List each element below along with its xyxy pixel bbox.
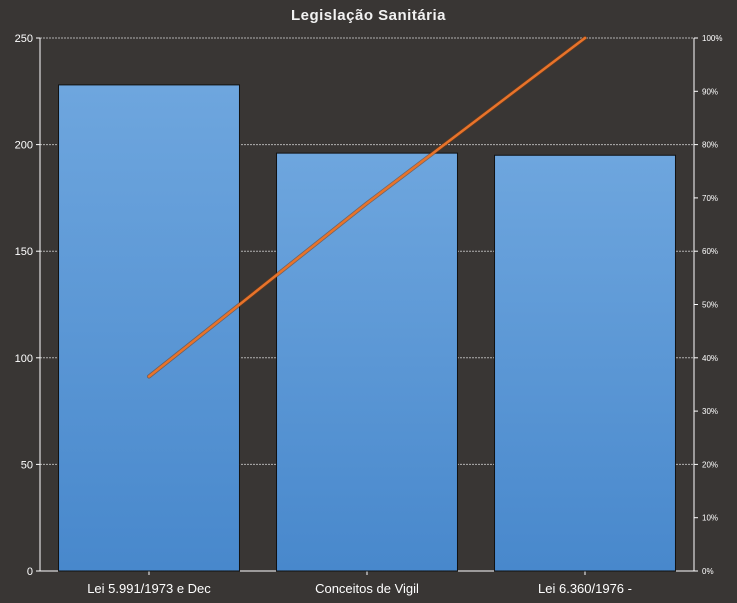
y2-tick-label: 100%	[702, 34, 722, 43]
x-tick-label: Lei 6.360/1976 -	[538, 581, 632, 596]
cumulative-line	[147, 36, 587, 378]
y-tick-label: 200	[15, 140, 33, 152]
y2-tick-label: 80%	[702, 141, 718, 150]
y2-tick-label: 50%	[702, 301, 718, 310]
cumulative-line-series	[147, 36, 587, 379]
y2-tick-label: 20%	[702, 460, 718, 469]
y-tick-label: 50	[21, 459, 33, 471]
y-tick-label: 250	[15, 33, 33, 45]
bar	[494, 154, 676, 572]
y2-tick-label: 10%	[702, 514, 718, 523]
y2-tick-label: 40%	[702, 354, 718, 363]
x-tick-label: Conceitos de Vigil	[315, 581, 419, 596]
tick-labels: 0 50 100 150 200 250 0% 10% 20% 30% 40% 50% 60% 70% 80…	[15, 33, 723, 596]
y-tick-label: 150	[15, 246, 33, 258]
bar	[276, 152, 458, 572]
y2-tick-label: 30%	[702, 407, 718, 416]
y-tick-label: 100	[15, 353, 33, 365]
y-tick-label: 0	[27, 566, 33, 578]
y2-tick-label: 70%	[702, 194, 718, 203]
y2-tick-label: 0%	[702, 567, 714, 576]
y2-tick-label: 90%	[702, 87, 718, 96]
y2-tick-label: 60%	[702, 247, 718, 256]
chart-title: Legislação Sanitária	[290, 7, 447, 24]
x-tick-label: Lei 5.991/1973 e Dec	[87, 581, 211, 596]
bar-series	[58, 84, 676, 572]
